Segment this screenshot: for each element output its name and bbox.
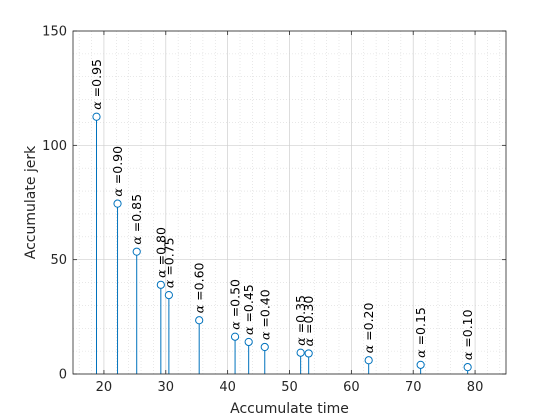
- stem-marker: [230, 332, 240, 341]
- x-tick-label: 70: [405, 380, 422, 395]
- y-tick-label: 0: [59, 368, 67, 383]
- alpha-annotation: α =0.15: [413, 307, 428, 358]
- tick-labels: 20 30 40 50 60 70 80 0 50 100 150: [42, 25, 483, 396]
- alpha-value: =0.95: [89, 59, 104, 101]
- alpha-annotation: α =0.30: [301, 296, 316, 347]
- alpha-symbol: α: [89, 101, 104, 110]
- x-tick-label: 30: [158, 380, 175, 395]
- x-tick-label: 40: [219, 380, 236, 395]
- alpha-value: =0.75: [161, 237, 176, 279]
- stem-marker: [260, 342, 269, 352]
- alpha-symbol: α: [361, 344, 376, 353]
- alpha-annotation: α =0.85: [129, 194, 144, 245]
- alpha-symbol: α: [241, 326, 256, 335]
- stem-marker: [92, 112, 101, 121]
- alpha-value: =0.15: [413, 307, 428, 349]
- alpha-symbol: α: [293, 337, 308, 346]
- stem-marker: [416, 360, 425, 369]
- alpha-annotation: α =0.80: [153, 227, 168, 278]
- stem-marker: [132, 247, 141, 256]
- alpha-annotation: α =0.50: [228, 279, 243, 330]
- alpha-value: =0.85: [129, 194, 144, 236]
- alpha-symbol: α: [161, 279, 176, 288]
- alpha-value: =0.30: [301, 296, 316, 338]
- alpha-symbol: α: [301, 337, 316, 346]
- alpha-symbol: α: [129, 236, 144, 245]
- stems: [92, 112, 472, 374]
- alpha-value: =0.10: [460, 309, 475, 351]
- alpha-symbol: α: [228, 321, 243, 330]
- x-tick-label: 60: [343, 380, 360, 395]
- stem-marker: [463, 363, 472, 372]
- annotations: α =0.95α =0.90α =0.85α =0.80α =0.75α =0.…: [89, 59, 475, 360]
- stem-marker: [156, 280, 165, 289]
- stem-marker: [364, 356, 373, 365]
- alpha-value: =0.45: [241, 284, 256, 326]
- y-tick-label: 150: [42, 25, 67, 40]
- stem-marker: [164, 291, 173, 300]
- alpha-symbol: α: [413, 349, 428, 358]
- x-axis-label: Accumulate time: [230, 401, 349, 417]
- alpha-annotation: α =0.90: [110, 146, 125, 197]
- stem-marker: [113, 199, 122, 208]
- alpha-value: =0.40: [257, 289, 272, 331]
- alpha-annotation: α =0.75: [161, 237, 176, 288]
- alpha-annotation: α =0.40: [257, 289, 272, 340]
- alpha-annotation: α =0.45: [241, 284, 256, 335]
- alpha-symbol: α: [110, 188, 125, 197]
- alpha-value: =0.60: [192, 262, 207, 304]
- stem-marker: [296, 348, 305, 357]
- x-tick-label: 20: [96, 380, 113, 395]
- alpha-value: =0.90: [110, 146, 125, 188]
- alpha-annotation: α =0.20: [361, 303, 376, 354]
- y-tick-label: 100: [42, 139, 67, 154]
- alpha-value: =0.80: [153, 227, 168, 269]
- alpha-value: =0.20: [361, 303, 376, 345]
- alpha-value: =0.50: [228, 279, 243, 321]
- x-tick-label: 50: [281, 380, 298, 395]
- alpha-annotation: α =0.10: [460, 309, 475, 360]
- stem-marker: [304, 349, 313, 358]
- alpha-symbol: α: [257, 331, 272, 340]
- alpha-symbol: α: [153, 269, 168, 278]
- alpha-value: =0.35: [293, 295, 308, 337]
- alpha-symbol: α: [192, 304, 207, 313]
- alpha-annotation: α =0.95: [89, 59, 104, 110]
- x-tick-label: 80: [467, 380, 484, 395]
- alpha-symbol: α: [460, 351, 475, 360]
- alpha-annotation: α =0.35: [293, 295, 308, 346]
- y-axis-label: Accumulate jerk: [23, 145, 39, 259]
- axes: [72, 30, 507, 375]
- stem-marker: [195, 316, 204, 325]
- alpha-annotation: α =0.60: [192, 262, 207, 313]
- y-tick-label: 50: [50, 253, 67, 268]
- stem-marker: [244, 337, 253, 347]
